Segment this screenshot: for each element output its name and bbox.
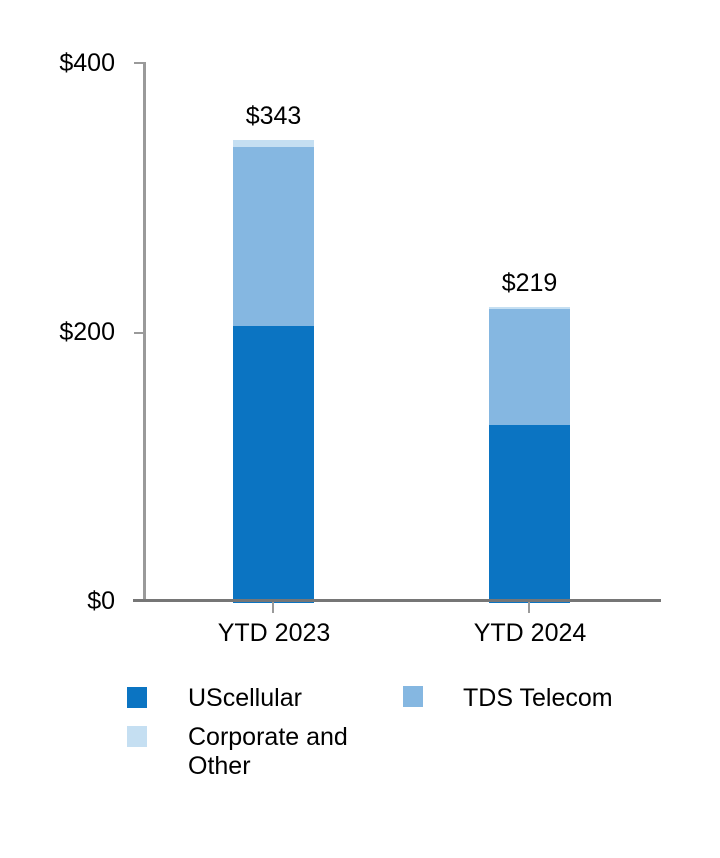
bar-segment-corporate-and-other <box>233 140 314 148</box>
bar-total-label-ytd-2023: $343 <box>245 102 302 131</box>
x-tick-ytd-2024 <box>528 602 530 613</box>
legend-label-tds-telecom: TDS Telecom <box>463 684 613 712</box>
bar-ytd-2023 <box>233 140 314 603</box>
bar-segment-tds-telecom <box>233 147 314 327</box>
x-tick-ytd-2023 <box>272 602 274 613</box>
x-axis-label-ytd-2023: YTD 2023 <box>217 619 331 647</box>
bar-segment-corporate-and-other <box>489 307 570 309</box>
legend-label-corporate-and-other: Corporate and Other <box>188 723 348 780</box>
y-tick-200 <box>134 332 146 334</box>
y-axis-label-200: $200 <box>59 318 115 346</box>
bar-segment-uscellular <box>489 424 570 603</box>
bar-total-label-ytd-2024: $219 <box>501 269 558 298</box>
y-axis-label-400: $400 <box>59 49 115 77</box>
legend-swatch-uscellular <box>127 687 147 708</box>
x-axis-line <box>133 599 661 602</box>
bar-ytd-2024 <box>489 307 570 603</box>
legend-swatch-tds-telecom <box>403 686 423 707</box>
y-axis-label-0: $0 <box>87 587 115 615</box>
y-tick-400 <box>134 62 146 64</box>
x-axis-label-ytd-2024: YTD 2024 <box>473 619 587 647</box>
bar-segment-tds-telecom <box>489 308 570 425</box>
legend-swatch-corporate-and-other <box>127 726 147 747</box>
bar-segment-uscellular <box>233 326 314 603</box>
legend-label-uscellular: UScellular <box>188 684 302 712</box>
